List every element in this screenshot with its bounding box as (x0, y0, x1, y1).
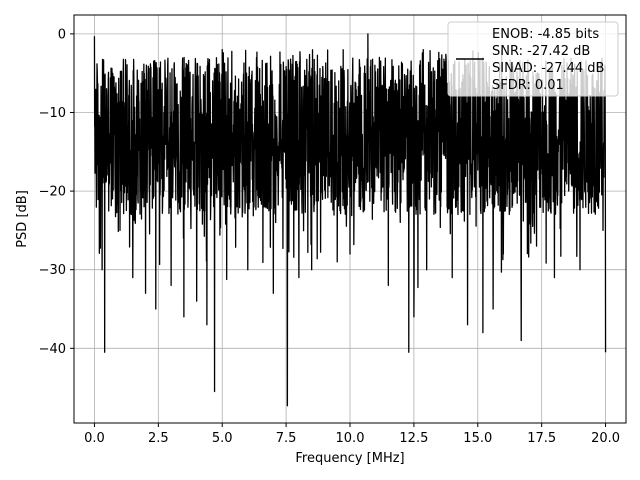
legend: ENOB: -4.85 bits SNR: -27.42 dB SINAD: -… (447, 21, 619, 97)
x-tick-label: 12.5 (399, 431, 428, 446)
x-tick-label: 10.0 (336, 431, 365, 446)
legend-entry-sfdr: SFDR: 0.01 (492, 78, 564, 93)
x-axis-label: Frequency [MHz] (295, 451, 404, 466)
x-axis: 0.0 2.5 5.0 7.5 10.0 12.5 15.0 17.5 20.0 (84, 423, 620, 446)
y-tick-label: −20 (39, 185, 66, 200)
y-axis: 0 −10 −20 −30 −40 (39, 27, 74, 357)
x-tick-label: 0.0 (84, 431, 105, 446)
legend-entry-enob: ENOB: -4.85 bits (492, 27, 599, 42)
psd-series-line (93, 33, 607, 407)
y-tick-label: −30 (39, 263, 66, 278)
x-tick-label: 20.0 (591, 431, 620, 446)
y-tick-label: −10 (39, 106, 66, 121)
y-tick-label: 0 (58, 27, 66, 42)
x-tick-label: 17.5 (527, 431, 556, 446)
y-axis-label: PSD [dB] (15, 190, 30, 248)
legend-box (447, 21, 619, 97)
x-tick-label: 2.5 (148, 431, 169, 446)
x-tick-label: 15.0 (463, 431, 492, 446)
x-tick-label: 5.0 (212, 431, 233, 446)
plot-area (93, 33, 607, 407)
x-tick-label: 7.5 (276, 431, 297, 446)
legend-entry-sinad: SINAD: -27.44 dB (492, 61, 604, 76)
legend-entry-snr: SNR: -27.42 dB (492, 44, 590, 59)
y-tick-label: −40 (39, 342, 66, 357)
